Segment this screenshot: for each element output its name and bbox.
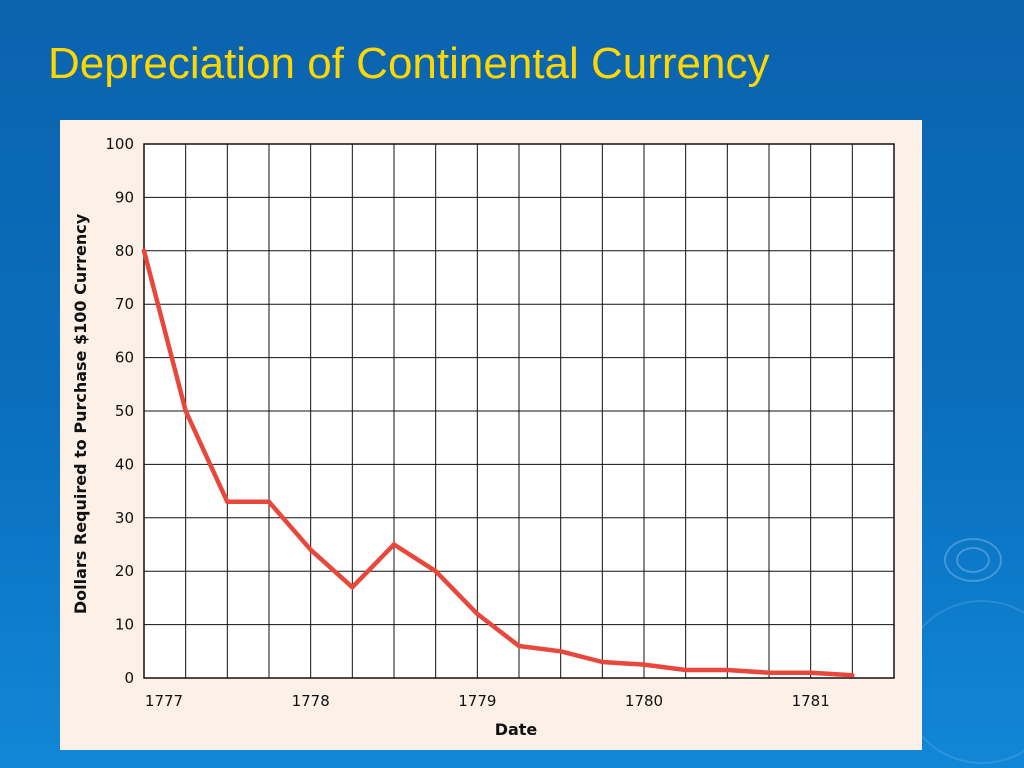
data-point xyxy=(516,643,522,649)
x-tick-label: 1780 xyxy=(625,692,663,710)
y-axis-label: Dollars Required to Purchase $100 Curren… xyxy=(71,213,90,614)
data-point xyxy=(766,670,772,675)
data-point xyxy=(266,499,272,504)
x-axis-label: Date xyxy=(495,720,538,739)
y-tick-label: 80 xyxy=(115,242,134,260)
x-tick-label: 1778 xyxy=(292,692,330,710)
data-point xyxy=(725,667,730,673)
y-tick-label: 70 xyxy=(115,295,134,313)
data-point xyxy=(475,611,480,617)
y-tick-label: 0 xyxy=(124,669,134,687)
y-tick-label: 30 xyxy=(115,509,134,527)
y-tick-label: 40 xyxy=(115,455,134,473)
data-point xyxy=(141,248,147,253)
data-point xyxy=(391,542,397,547)
data-point xyxy=(183,408,188,414)
plot-border xyxy=(143,143,895,679)
data-point xyxy=(433,569,438,574)
y-tick-label: 50 xyxy=(115,402,134,420)
y-tick-label: 60 xyxy=(115,349,134,367)
data-point xyxy=(225,499,230,504)
x-tick-labels: 1777 1778 1779 1780 1781 xyxy=(145,692,830,710)
chart-panel: 100 90 80 70 60 50 40 30 20 10 0 1777 1778 1779 1780 1… xyxy=(60,120,922,750)
data-point xyxy=(683,667,688,673)
data-point xyxy=(641,662,647,667)
series-layer xyxy=(141,248,855,678)
y-tick-label: 90 xyxy=(115,188,134,206)
x-tick-label: 1779 xyxy=(458,692,496,710)
decorative-ripple-outer xyxy=(944,538,1002,582)
data-point xyxy=(558,649,563,654)
data-point xyxy=(308,547,313,553)
x-tick-label: 1781 xyxy=(792,692,830,710)
y-tick-label: 100 xyxy=(105,135,134,153)
slide-title: Depreciation of Continental Currency xyxy=(48,39,770,88)
x-tick-label: 1777 xyxy=(145,692,183,710)
y-tick-label: 10 xyxy=(115,616,134,634)
grid-lines xyxy=(143,143,895,679)
data-point xyxy=(850,673,855,678)
data-point xyxy=(600,659,605,665)
data-point xyxy=(350,585,355,590)
y-tick-label: 20 xyxy=(115,562,134,580)
data-point xyxy=(808,670,813,675)
series-line xyxy=(141,248,855,678)
decorative-ripple-inner xyxy=(956,547,990,573)
